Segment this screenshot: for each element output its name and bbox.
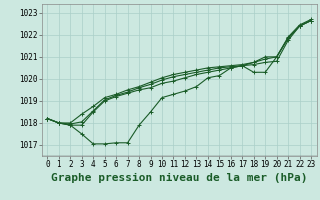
- X-axis label: Graphe pression niveau de la mer (hPa): Graphe pression niveau de la mer (hPa): [51, 173, 308, 183]
